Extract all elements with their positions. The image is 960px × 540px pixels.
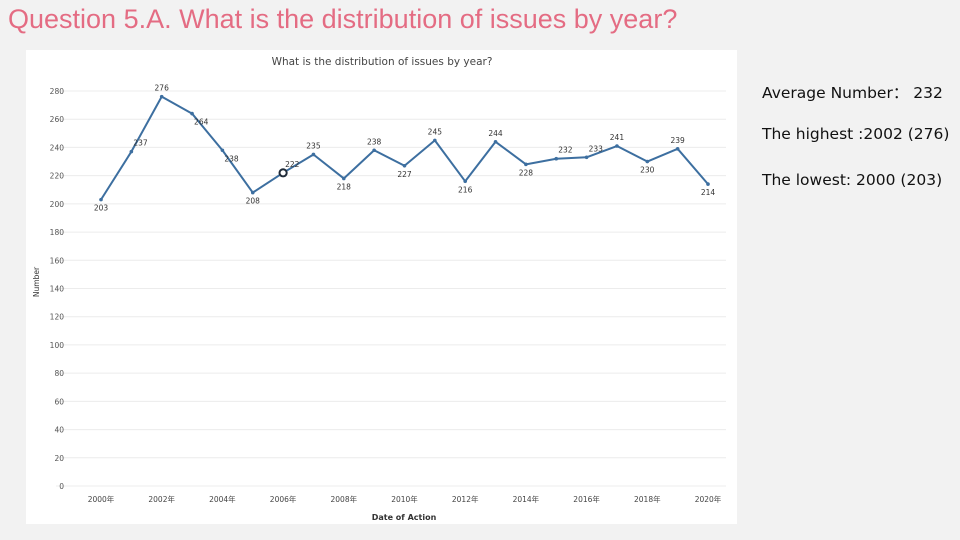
data-point[interactable] <box>615 144 619 148</box>
data-point[interactable] <box>645 159 650 164</box>
y-tick-label: 120 <box>50 313 65 322</box>
data-point[interactable] <box>706 182 710 186</box>
lowest-year-text: The lowest: 2000 (203) <box>762 171 943 189</box>
data-label: 237 <box>133 139 148 148</box>
data-label: 276 <box>155 84 170 93</box>
x-tick-label: 2016年 <box>573 494 600 504</box>
data-label: 264 <box>194 118 209 127</box>
data-label: 233 <box>589 144 604 153</box>
y-tick-label: 20 <box>54 454 64 463</box>
y-tick-label: 140 <box>50 285 65 294</box>
y-tick-label: 200 <box>50 200 65 209</box>
x-tick-label: 2002年 <box>148 494 175 504</box>
chart-title: What is the distribution of issues by ye… <box>272 56 493 68</box>
average-number-text: Average Number： 232 <box>762 84 943 102</box>
data-point[interactable] <box>220 148 225 153</box>
data-point[interactable] <box>311 152 316 157</box>
x-tick-label: 2014年 <box>513 494 540 504</box>
y-tick-label: 160 <box>50 256 65 265</box>
chart-panel: What is the distribution of issues by ye… <box>26 50 737 524</box>
data-point-highlighted[interactable] <box>278 168 288 178</box>
data-point[interactable] <box>190 111 194 116</box>
y-tick-label: 180 <box>50 228 65 237</box>
data-point[interactable] <box>493 139 498 144</box>
y-tick-label: 80 <box>54 369 64 378</box>
x-tick-label: 2000年 <box>88 494 115 504</box>
data-point[interactable] <box>463 179 468 184</box>
data-labels: 203 237 276 264 238 208 222 235 218 238 227 245 216 2… <box>94 84 716 213</box>
data-point[interactable] <box>129 149 134 154</box>
data-point[interactable] <box>554 156 559 161</box>
data-label: 230 <box>640 166 655 175</box>
data-point[interactable] <box>402 163 407 168</box>
x-axis-ticks: 2000年 2002年 2004年 2006年 2008年 2010年 2012年 2014年… <box>88 494 722 504</box>
data-label: 214 <box>701 188 716 197</box>
y-tick-label: 60 <box>54 397 64 406</box>
data-label: 244 <box>488 129 503 138</box>
data-point[interactable] <box>99 197 103 202</box>
data-point[interactable] <box>250 190 255 195</box>
x-tick-label: 2020年 <box>695 494 722 504</box>
data-label: 239 <box>670 136 685 145</box>
x-axis-label: Date of Action <box>372 513 437 522</box>
y-axis-label: Number <box>32 266 41 297</box>
y-tick-label: 0 <box>59 482 64 491</box>
data-label: 238 <box>224 154 239 163</box>
data-label: 228 <box>519 168 534 177</box>
data-label: 245 <box>428 127 443 136</box>
line-chart: What is the distribution of issues by ye… <box>32 56 726 522</box>
y-tick-label: 220 <box>50 172 65 181</box>
y-tick-label: 240 <box>50 143 65 152</box>
y-tick-label: 260 <box>50 115 65 124</box>
y-tick-label: 100 <box>50 341 65 350</box>
data-point[interactable] <box>675 147 680 151</box>
data-point[interactable] <box>159 94 164 99</box>
x-tick-label: 2004年 <box>209 494 236 504</box>
y-axis-ticks: 0 20 40 60 80 100 120 140 160 180 200 220 240 260 280 <box>50 87 65 491</box>
data-label: 238 <box>367 137 382 146</box>
y-tick-label: 40 <box>54 426 64 435</box>
data-label: 232 <box>558 146 573 155</box>
slide-title: Question 5.A. What is the distribution o… <box>8 4 678 34</box>
x-tick-label: 2018年 <box>634 494 661 504</box>
x-tick-label: 2006年 <box>270 494 297 504</box>
data-label: 216 <box>458 185 473 194</box>
highest-year-text: The highest :2002 (276) <box>762 125 950 143</box>
data-label: 203 <box>94 204 109 213</box>
data-label: 218 <box>337 182 352 191</box>
x-tick-label: 2010年 <box>391 494 418 504</box>
data-label: 222 <box>285 160 300 169</box>
data-label: 235 <box>306 141 321 150</box>
x-tick-label: 2008年 <box>331 494 358 504</box>
data-point[interactable] <box>584 155 589 160</box>
data-label: 208 <box>246 197 261 206</box>
data-point[interactable] <box>342 176 346 181</box>
data-point[interactable] <box>433 138 437 143</box>
data-label: 227 <box>397 170 412 179</box>
x-tick-label: 2012年 <box>452 494 479 504</box>
data-label: 241 <box>610 133 625 142</box>
data-points <box>99 94 710 202</box>
y-tick-label: 280 <box>50 87 65 96</box>
data-point[interactable] <box>372 148 376 153</box>
data-point[interactable] <box>524 162 528 167</box>
